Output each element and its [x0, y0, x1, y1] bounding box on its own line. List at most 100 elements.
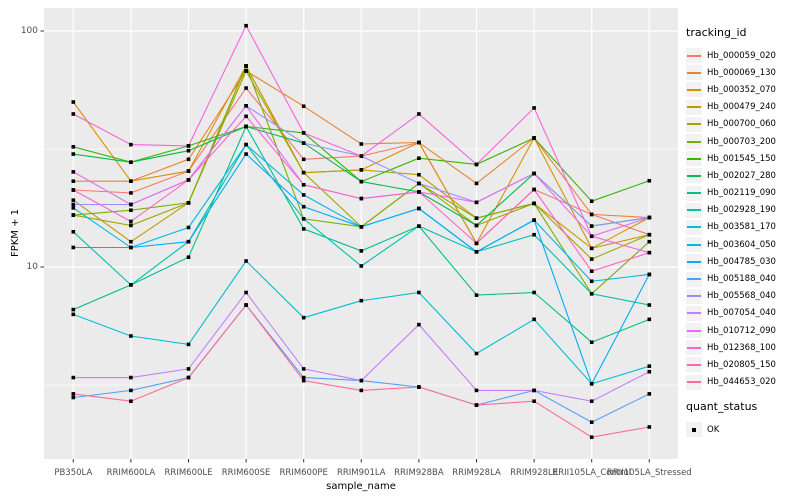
data-point	[474, 241, 479, 246]
data-point	[71, 198, 76, 202]
data-point	[301, 104, 306, 109]
legend-title-tracking-id: tracking_id	[686, 26, 747, 39]
y-axis-title: FPKM + 1	[10, 208, 21, 258]
data-point	[301, 170, 306, 175]
data-point	[532, 399, 536, 403]
data-point	[186, 178, 191, 182]
data-point	[301, 315, 306, 320]
data-point	[301, 375, 306, 380]
legend-key-line-icon	[686, 219, 702, 235]
data-point	[532, 232, 536, 237]
data-point	[301, 217, 306, 221]
x-tick-label-RRIM928LA: RRIM928LA	[452, 468, 501, 478]
legend-entry-Hb_002027_280: Hb_002027_280	[686, 167, 798, 184]
data-point	[589, 224, 594, 228]
legend-entry-Hb_000700_060: Hb_000700_060	[686, 116, 798, 133]
data-point	[244, 69, 248, 73]
data-point	[647, 272, 652, 277]
data-point	[589, 340, 594, 345]
x-tick-label-RRIM600SE: RRIM600SE	[221, 468, 271, 478]
x-tick-label-RRIM928BA: RRIM928BA	[394, 468, 444, 478]
data-point	[129, 388, 133, 393]
data-point	[359, 264, 364, 268]
x-tick-label-RRIM600PE: RRIM600PE	[279, 468, 328, 478]
data-point	[647, 178, 652, 183]
data-point	[589, 269, 594, 273]
legend-title-quant-status: quant_status	[686, 400, 758, 413]
legend-label: Hb_020805_150	[707, 359, 776, 370]
data-point	[186, 148, 191, 153]
data-point	[647, 239, 652, 244]
data-point	[129, 219, 133, 224]
data-point	[474, 293, 479, 297]
data-point	[71, 312, 76, 317]
data-point	[474, 403, 479, 407]
legend-entry-Hb_000703_200: Hb_000703_200	[686, 133, 798, 150]
x-tick-label-RRIM901LA: RRIM901LA	[336, 468, 386, 478]
data-point	[186, 144, 191, 148]
data-point	[474, 351, 479, 356]
legend-label: Hb_001545_150	[707, 153, 776, 164]
tracking-id-legend: tracking_id Hb_000059_020 Hb_000069_130 Hb…	[686, 26, 798, 391]
data-point	[647, 250, 652, 255]
data-point	[647, 215, 652, 220]
legend-label: Hb_003604_050	[707, 239, 776, 250]
x-tick-label-RRIM928LE: RRIM928LE	[510, 468, 559, 478]
data-point	[186, 255, 191, 260]
data-point	[589, 246, 594, 251]
legend-entry-Hb_003604_050: Hb_003604_050	[686, 236, 798, 253]
legend-label: OK	[707, 424, 720, 435]
data-point	[71, 206, 76, 210]
legend-key-line-icon	[686, 134, 702, 150]
data-point	[589, 212, 594, 217]
data-point	[71, 152, 76, 156]
data-point	[71, 179, 76, 183]
data-point	[301, 227, 306, 231]
legend-key-line-icon	[686, 288, 702, 304]
data-point	[417, 385, 421, 389]
legend-key-line-icon	[686, 305, 702, 321]
data-point	[129, 160, 133, 165]
data-point	[589, 420, 594, 424]
legend-entry-Hb_044653_020: Hb_044653_020	[686, 374, 798, 391]
data-point	[532, 136, 536, 140]
data-point	[417, 172, 421, 177]
data-point	[244, 114, 248, 119]
data-point	[359, 225, 364, 229]
data-point	[417, 112, 421, 116]
data-point	[589, 234, 594, 239]
data-point	[244, 104, 248, 108]
data-point	[417, 206, 421, 211]
legend-entry-Hb_010712_090: Hb_010712_090	[686, 322, 798, 339]
data-point	[474, 216, 479, 220]
data-point	[71, 100, 76, 104]
legend-key-line-icon	[686, 48, 702, 64]
data-point	[647, 317, 652, 322]
data-point	[474, 223, 479, 228]
legend-label: Hb_044653_020	[707, 377, 776, 388]
x-tick-label-RRIM600LE: RRIM600LE	[164, 468, 213, 478]
data-point	[532, 317, 536, 322]
data-point	[301, 131, 306, 135]
data-point	[359, 142, 364, 146]
data-point	[417, 181, 421, 186]
data-point	[647, 425, 652, 429]
legend-entry-Hb_001545_150: Hb_001545_150	[686, 150, 798, 167]
data-point	[186, 201, 191, 205]
data-point	[129, 375, 133, 380]
data-point	[71, 112, 76, 116]
data-point	[589, 279, 594, 284]
data-point	[186, 239, 191, 244]
data-point	[129, 283, 133, 287]
data-point	[474, 181, 479, 186]
data-point	[301, 157, 306, 162]
legend-label: Hb_000352_070	[707, 84, 776, 95]
data-point	[71, 188, 76, 192]
x-tick-label-RRII105LA_Stressed: RRII105LA_Stressed	[606, 468, 692, 478]
legend-label: Hb_005188_040	[707, 274, 776, 285]
legend-entry-Hb_020805_150: Hb_020805_150	[686, 356, 798, 373]
legend-label: Hb_000069_130	[707, 67, 776, 78]
legend-label: Hb_007054_040	[707, 308, 776, 319]
data-point	[129, 202, 133, 207]
data-point	[129, 399, 133, 403]
